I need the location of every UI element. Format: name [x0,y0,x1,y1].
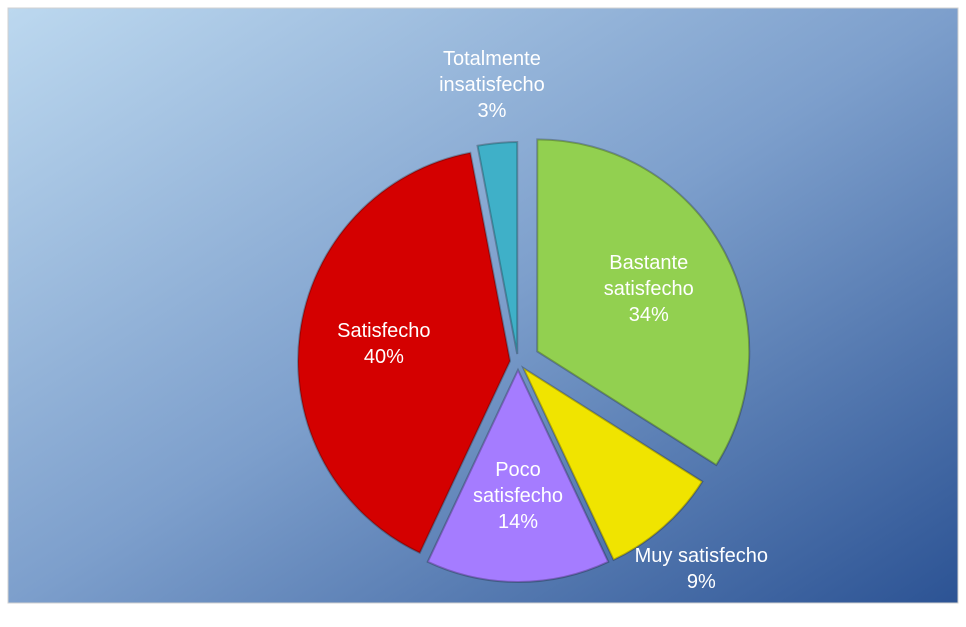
pie-slice [297,151,512,555]
pie-slice [536,138,751,467]
data-label: 14% [498,511,538,533]
data-label: 9% [687,571,716,593]
pie-slice [520,365,704,562]
data-label: 3% [477,100,506,122]
data-label: Muy satisfecho [635,545,768,567]
data-label: Poco satisfecho [473,459,563,507]
data-label: Totalmente insatisfecho [439,48,545,96]
data-label: Bastante satisfecho [604,252,694,300]
data-label: Satisfecho [337,320,430,342]
data-label: 34% [629,304,669,326]
data-label: 40% [364,346,404,368]
pie-slice [426,367,610,583]
pie-slice [476,141,519,355]
